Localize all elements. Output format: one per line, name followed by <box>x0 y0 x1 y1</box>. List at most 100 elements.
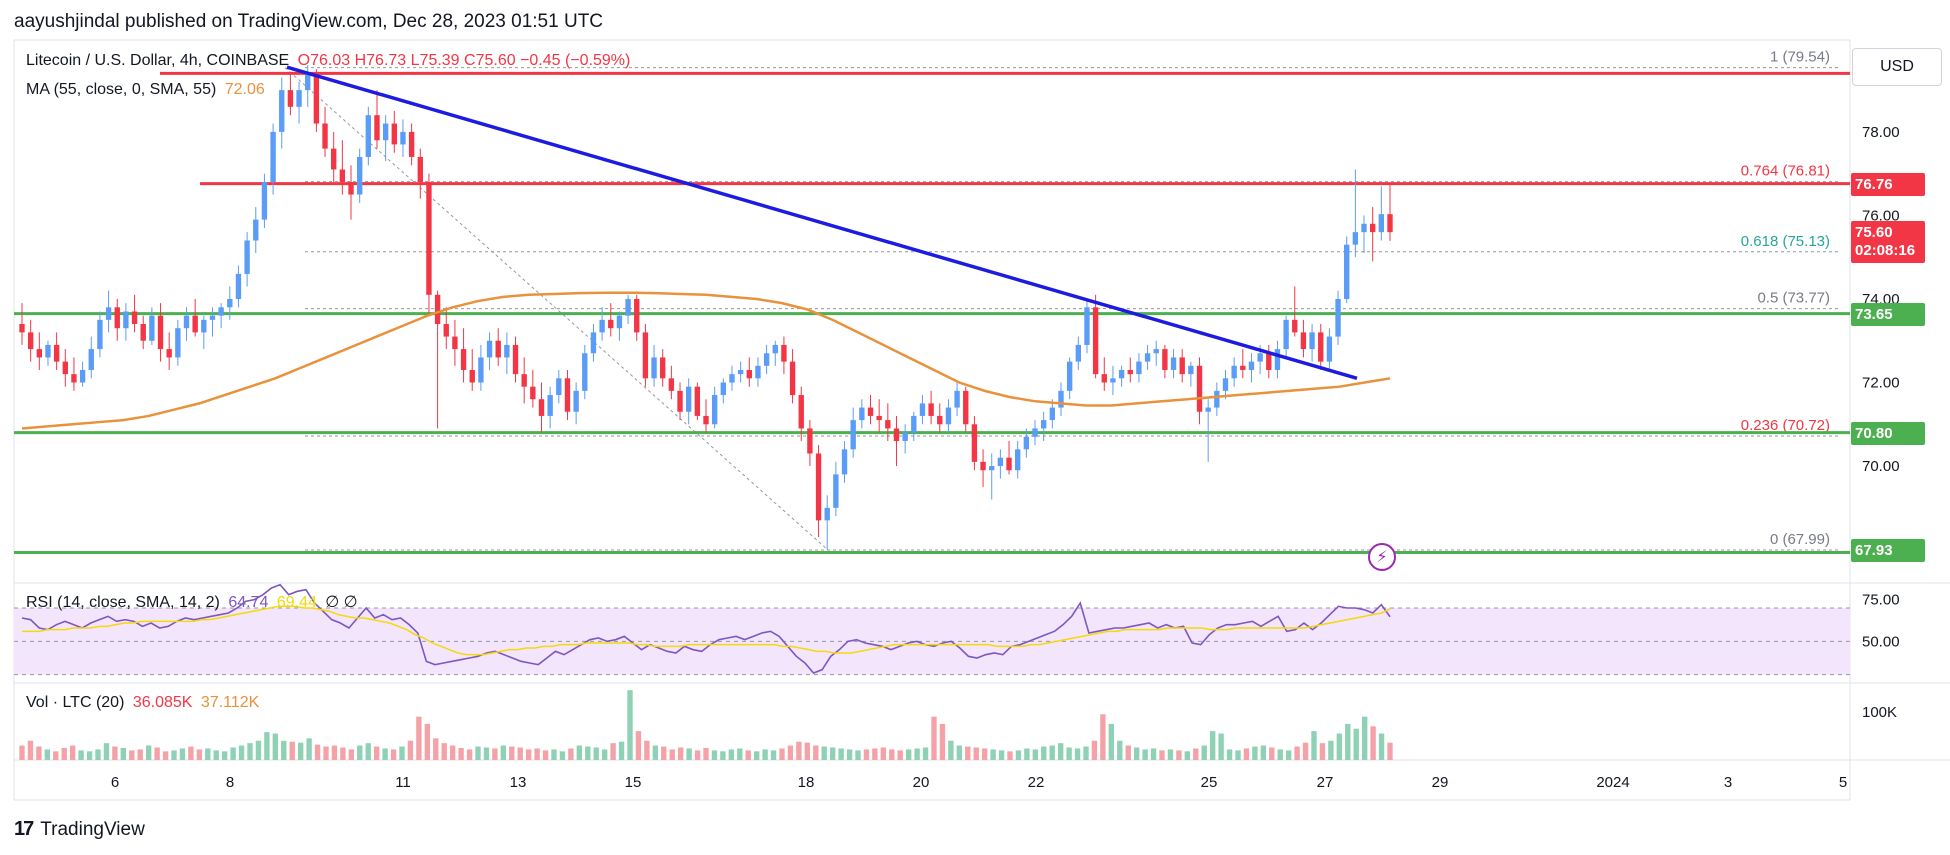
volume-bar <box>323 746 329 760</box>
time-tick-label: 15 <box>625 774 642 791</box>
candle-body <box>1144 353 1151 362</box>
last-price-tag: 75.60 02:08:16 <box>1851 221 1925 263</box>
candle-body <box>434 294 441 325</box>
volume-bar <box>1319 743 1326 760</box>
candle-body <box>789 361 796 396</box>
volume-bar <box>213 750 219 760</box>
candle-body <box>261 182 268 220</box>
support-mid-price-tag: 70.80 <box>1851 422 1925 445</box>
candle-body <box>608 319 614 329</box>
volume-bar <box>1066 747 1072 760</box>
volume-bar <box>1353 728 1359 760</box>
volume-bar <box>238 745 245 760</box>
candle-body <box>980 461 986 471</box>
volume-bar <box>1167 749 1174 760</box>
volume-bar <box>939 723 946 760</box>
candle-body <box>460 349 467 370</box>
volume-bar <box>103 743 110 760</box>
volume-bar <box>120 747 127 760</box>
candle-body <box>478 357 484 383</box>
candle-body <box>1118 369 1125 379</box>
candle-body <box>911 415 917 433</box>
volume-label: Vol · LTC (20) <box>26 694 125 711</box>
candle-body <box>1015 449 1021 471</box>
rsi-label: RSI (14, close, SMA, 14, 2) <box>26 594 220 611</box>
candle-body <box>356 156 363 195</box>
candle-body <box>867 407 874 416</box>
volume-bar <box>1083 746 1089 760</box>
candle-body <box>1326 336 1333 362</box>
volume-bar <box>373 746 380 760</box>
candle-body <box>781 344 787 362</box>
candle-body <box>694 386 701 416</box>
horizontal-levels[interactable] <box>14 71 1850 555</box>
candle-body <box>1274 349 1281 370</box>
rsi-line <box>21 583 1391 674</box>
volume-bar <box>129 750 135 760</box>
volume-bar <box>145 745 152 760</box>
volume-bar <box>281 740 287 760</box>
volume-bar <box>407 740 414 760</box>
volume-bar <box>990 749 996 760</box>
candle-body <box>547 395 553 416</box>
support-low-price-tag: 67.93 <box>1851 539 1925 562</box>
candle-body <box>469 369 475 383</box>
volume-bars <box>19 690 1393 760</box>
candle-body <box>175 328 181 358</box>
bar-countdown: 02:08:16 <box>1855 242 1916 259</box>
bearish-trendline[interactable] <box>286 65 1358 381</box>
resistance-price-tag: 76.76 <box>1851 173 1925 196</box>
volume-bar <box>796 741 802 760</box>
tradingview-footer[interactable]: 17 TradingView <box>14 818 145 841</box>
volume-bar <box>1142 749 1148 760</box>
ma-label: MA (55, close, 0, SMA, 55) <box>26 81 217 98</box>
volume-bar <box>601 749 608 760</box>
volume-bar <box>1041 746 1047 760</box>
candle-body <box>1153 349 1159 354</box>
volume-bar <box>162 751 169 760</box>
time-tick-label: 3 <box>1724 774 1732 791</box>
candle-body <box>443 324 449 337</box>
time-tick-label: 6 <box>111 774 119 791</box>
volume-bar <box>981 748 988 760</box>
volume-bar <box>44 749 51 760</box>
candle-body <box>1369 223 1376 233</box>
candle-body <box>841 449 848 475</box>
candle-body <box>426 182 432 295</box>
candle-body <box>296 90 302 107</box>
volume-bar <box>205 748 211 760</box>
volume-bar <box>1150 748 1157 760</box>
publisher-header: aayushjindal published on TradingView.co… <box>14 11 604 32</box>
volume-bar <box>492 748 498 760</box>
candle-body <box>677 390 683 412</box>
volume-bar <box>787 745 794 760</box>
rsi-ma-line <box>22 605 1391 656</box>
ma-line <box>21 291 1391 430</box>
volume-bar <box>1328 740 1334 760</box>
volume-bar <box>1015 750 1022 760</box>
rsi-extra: ∅ ∅ <box>325 594 358 611</box>
volume-bar <box>314 744 321 760</box>
volume-bar <box>585 746 591 760</box>
flash-alert-icon[interactable]: ⚡ <box>1368 543 1396 571</box>
candle-body <box>1344 244 1350 299</box>
candle-body <box>885 420 891 429</box>
volume-bar <box>340 747 346 760</box>
candle-body <box>1318 332 1324 362</box>
candle-body <box>1023 436 1030 450</box>
candle-body <box>971 424 978 462</box>
currency-button[interactable]: USD <box>1852 48 1942 86</box>
volume-bar <box>948 740 954 760</box>
volume-bar <box>1370 726 1376 760</box>
candle-body <box>1136 361 1142 375</box>
volume-bar <box>762 749 768 760</box>
volume-bar <box>931 716 937 760</box>
candles <box>19 65 1393 550</box>
volume-bar <box>568 748 574 760</box>
candle-body <box>183 315 190 329</box>
candle-body <box>556 378 562 396</box>
candle-body <box>322 123 328 149</box>
candle-body <box>651 357 657 379</box>
volume-bar <box>804 742 811 760</box>
